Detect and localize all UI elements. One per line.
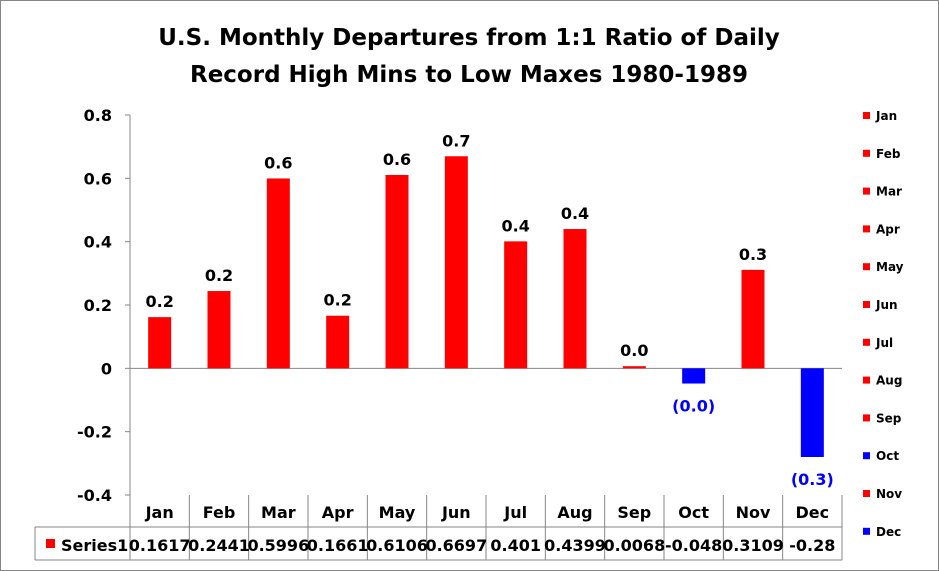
- table-series-name: Series1: [61, 536, 128, 555]
- legend-label-dec: Dec: [876, 525, 901, 539]
- table-value-cell: 0.3109: [722, 536, 784, 555]
- y-tick-label: 0.2: [84, 296, 112, 315]
- data-label-sep: 0.0: [620, 341, 648, 360]
- table-value-cell: 0.2441: [188, 536, 250, 555]
- y-tick-label: 0: [101, 359, 112, 378]
- data-label-may: 0.6: [383, 150, 411, 169]
- bar-nov: [741, 269, 765, 369]
- table-series-key: [46, 539, 55, 548]
- chart-title-line-1: U.S. Monthly Departures from 1:1 Ratio o…: [158, 25, 780, 51]
- legend-label-nov: Nov: [876, 487, 902, 501]
- legend-label-jun: Jun: [875, 298, 898, 312]
- x-category-label: Mar: [261, 503, 296, 522]
- data-label-jul: 0.4: [501, 216, 529, 235]
- legend-key-oct: [863, 452, 870, 460]
- legend-key-mar: [863, 187, 870, 195]
- x-category-label: Oct: [678, 503, 709, 522]
- y-tick-label: -0.4: [77, 486, 112, 505]
- chart-title-line-2: Record High Mins to Low Maxes 1980-1989: [190, 62, 748, 88]
- bar-apr: [326, 315, 350, 369]
- legend-label-jan: Jan: [875, 109, 897, 123]
- y-tick-label: 0.6: [84, 169, 112, 188]
- legend-key-may: [863, 263, 870, 271]
- table-value-cell: 0.5996: [247, 536, 309, 555]
- legend-key-jul: [863, 338, 870, 346]
- legend-label-oct: Oct: [876, 449, 899, 463]
- legend-label-feb: Feb: [876, 147, 901, 161]
- data-label-apr: 0.2: [323, 291, 351, 310]
- table-value-cell: 0.0068: [603, 536, 665, 555]
- legend-label-apr: Apr: [876, 222, 900, 236]
- table-value-cell: 0.6106: [366, 536, 428, 555]
- x-category-label: Feb: [203, 503, 236, 522]
- legend-key-dec: [863, 527, 870, 535]
- x-category-label: Jul: [503, 503, 527, 522]
- y-tick-label: 0.8: [84, 106, 112, 125]
- y-tick-label: -0.2: [77, 423, 112, 442]
- table-value-cell: 0.1617: [129, 536, 191, 555]
- legend-key-feb: [863, 149, 870, 157]
- bar-jan: [148, 317, 172, 369]
- legend-key-jun: [863, 301, 870, 308]
- bar-feb: [207, 291, 231, 369]
- bar-may: [385, 174, 409, 369]
- bar-oct: [682, 368, 706, 384]
- x-category-label: Apr: [322, 503, 354, 522]
- x-category-label: May: [379, 503, 416, 522]
- table-value-cell: 0.1661: [307, 536, 369, 555]
- x-category-label: Nov: [736, 503, 771, 522]
- table-value-cell: -0.28: [789, 536, 835, 555]
- data-label-mar: 0.6: [264, 153, 292, 172]
- legend-label-sep: Sep: [876, 411, 902, 425]
- table-value-cell: 0.4399: [544, 536, 606, 555]
- legend-label-jul: Jul: [875, 336, 893, 350]
- x-category-label: Jun: [441, 503, 471, 522]
- bar-mar: [266, 178, 290, 369]
- x-category-label: Dec: [796, 503, 830, 522]
- legend-label-mar: Mar: [876, 185, 902, 199]
- bar-jun: [444, 156, 468, 369]
- legend-key-nov: [863, 490, 870, 497]
- legend-key-aug: [863, 376, 870, 384]
- x-category-label: Aug: [557, 503, 592, 522]
- legend-label-aug: Aug: [876, 374, 902, 388]
- y-tick-label: 0.4: [84, 233, 112, 252]
- legend-key-sep: [863, 414, 870, 422]
- table-value-cell: 0.6697: [425, 536, 487, 555]
- x-category-label: Jan: [145, 503, 174, 522]
- table-value-cell: 0.401: [490, 536, 541, 555]
- legend-key-jan: [863, 112, 870, 119]
- bar-dec: [800, 368, 824, 457]
- bar-jul: [504, 241, 528, 369]
- table-value-cell: -0.048: [665, 536, 722, 555]
- x-category-label: Sep: [617, 503, 651, 522]
- data-label-jun: 0.7: [442, 131, 470, 150]
- bar-aug: [563, 229, 587, 369]
- data-label-aug: 0.4: [561, 204, 589, 223]
- data-label-nov: 0.3: [739, 245, 767, 264]
- bar-sep: [622, 366, 646, 369]
- legend-label-may: May: [876, 260, 904, 274]
- data-label-feb: 0.2: [205, 266, 233, 285]
- data-label-jan: 0.2: [145, 292, 173, 311]
- data-label-oct: (0.0): [672, 397, 715, 416]
- legend-key-apr: [863, 225, 870, 233]
- data-label-dec: (0.3): [791, 470, 834, 489]
